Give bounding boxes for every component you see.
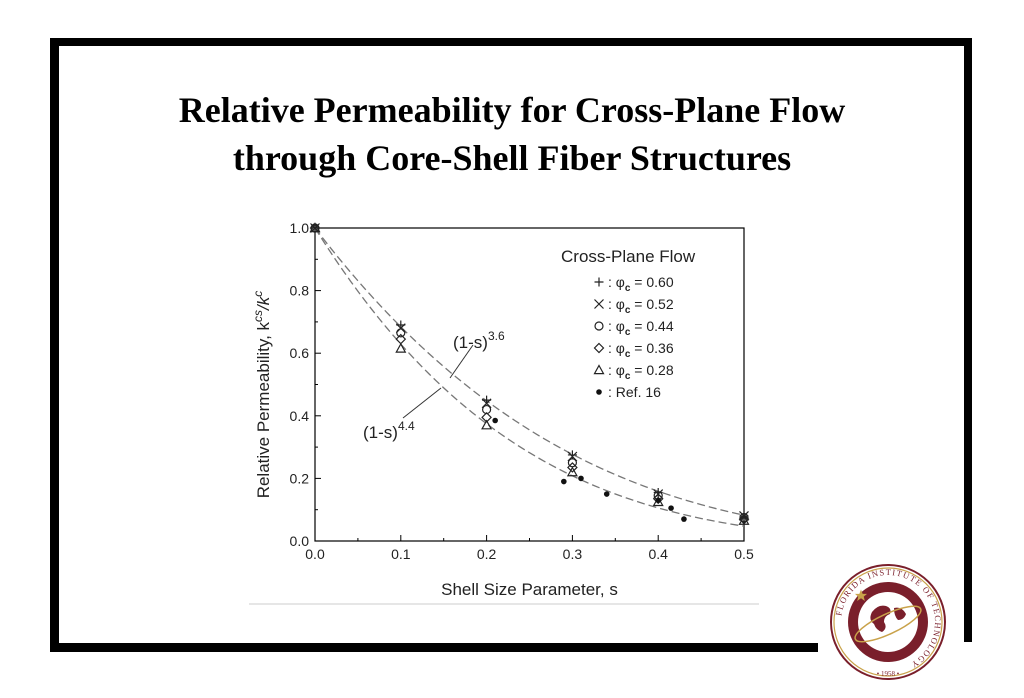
x-axis-label: Shell Size Parameter, s <box>441 580 618 599</box>
curve-exponent-3.6 <box>314 227 745 516</box>
slide-frame-top <box>50 38 972 46</box>
marker-dot <box>668 505 674 511</box>
slide-frame-bottom <box>50 643 818 652</box>
curve-label-4-4-exponent: 4.4 <box>398 419 415 433</box>
y-tick-label: 1.0 <box>290 220 310 236</box>
marker-diamond <box>309 222 321 234</box>
x-tick-label: 0.1 <box>391 546 411 562</box>
y-tick-label: 0.8 <box>290 283 310 299</box>
y-axis-label-sup: cs <box>251 310 265 322</box>
seal-gold-ring <box>833 567 943 677</box>
x-tick-label: 0.2 <box>477 546 497 562</box>
legend-entry-value: = 0.52 <box>630 296 673 312</box>
y-axis-label: Relative Permeability, kcs/kc <box>251 291 273 499</box>
permeability-chart: 0.0 0.1 0.2 0.3 0.4 0.5 0.0 0.2 0.4 0.6 0.8 1.0 Cro… <box>245 208 765 608</box>
marker-triangle <box>395 342 407 353</box>
legend-entry-value: = 0.44 <box>630 318 673 334</box>
seal-star-icon <box>854 589 868 602</box>
slide-title: Relative Permeability for Cross-Plane Fl… <box>60 86 964 182</box>
legend-entry-label: : φc = 0.28 <box>608 362 674 382</box>
marker-dot <box>681 516 687 522</box>
legend-entry-label: : φc = 0.60 <box>608 274 674 294</box>
marker-dot <box>603 491 610 497</box>
marker-diamond <box>738 513 750 525</box>
marker-triangle <box>566 466 578 477</box>
marker-diamond <box>652 493 664 505</box>
y-axis-label-sup2: c <box>251 291 265 297</box>
slide-title-line1: Relative Permeability for Cross-Plane Fl… <box>178 90 846 130</box>
x-tick-label: 0.4 <box>648 546 668 562</box>
legend-entry-subscript: c <box>625 283 631 294</box>
seal-continent-americas <box>870 605 891 632</box>
x-tick-label: 0.0 <box>305 546 325 562</box>
slide-frame-right <box>964 38 972 642</box>
legend-entry-subscript: c <box>625 305 631 316</box>
marker-circle <box>396 328 406 338</box>
marker-triangle <box>738 514 750 525</box>
legend-entry-label: : φc = 0.36 <box>608 340 674 360</box>
legend-entry-value: = 0.60 <box>630 274 673 290</box>
y-axis-label-mid: /k <box>254 295 273 311</box>
legend-entry-label: : φc = 0.44 <box>608 318 674 338</box>
marker-diamond <box>593 342 605 354</box>
legend-entry-subscript: c <box>625 371 631 382</box>
y-tick-label: 0.6 <box>290 345 310 361</box>
marker-cross <box>395 323 406 334</box>
florida-tech-seal: FLORIDA INSTITUTE OF TECHNOLOGY • 1958 • <box>830 564 946 680</box>
marker-dot <box>596 389 602 395</box>
legend-entry-label: : φc = 0.52 <box>608 296 674 316</box>
curve-label-3-6-exponent: 3.6 <box>488 329 505 343</box>
curve-exponent-4.4 <box>314 227 745 527</box>
legend-entry-subscript: c <box>625 349 631 360</box>
x-tick-label: 0.5 <box>734 546 754 562</box>
marker-cross <box>594 299 604 309</box>
legend-entry-value: = 0.36 <box>630 340 673 356</box>
y-tick-label: 0.0 <box>290 533 310 549</box>
marker-circle <box>739 512 749 523</box>
legend-title: Cross-Plane Flow <box>561 247 696 266</box>
marker-diamond <box>567 462 578 473</box>
curve-label-pointer-4-4 <box>402 387 442 419</box>
curve-label-pointer-3-6 <box>449 344 474 379</box>
seal-year: • 1958 • <box>877 670 900 678</box>
y-tick-label: 0.2 <box>290 470 310 486</box>
marker-dot <box>578 475 584 482</box>
seal-orbit <box>854 605 922 643</box>
marker-triangle <box>309 222 321 233</box>
marker-triangle <box>481 419 493 430</box>
marker-dot <box>561 478 567 485</box>
x-tick-label: 0.3 <box>563 546 583 562</box>
marker-plus <box>594 277 604 287</box>
marker-circle <box>594 321 604 331</box>
legend-entry-value: = 0.28 <box>630 362 673 378</box>
seal-continent-europe <box>894 607 906 620</box>
marker-dot <box>492 417 498 424</box>
marker-dot <box>655 497 661 504</box>
y-tick-label: 0.4 <box>290 408 310 424</box>
marker-plus <box>567 450 577 460</box>
legend-entry-subscript: c <box>625 327 631 338</box>
seal-globe <box>858 592 918 652</box>
slide-title-line2: through Core-Shell Fiber Structures <box>232 138 792 178</box>
legend-entry-label: : Ref. 16 <box>608 384 661 400</box>
slide-frame-left <box>50 38 59 652</box>
marker-triangle <box>593 364 605 375</box>
